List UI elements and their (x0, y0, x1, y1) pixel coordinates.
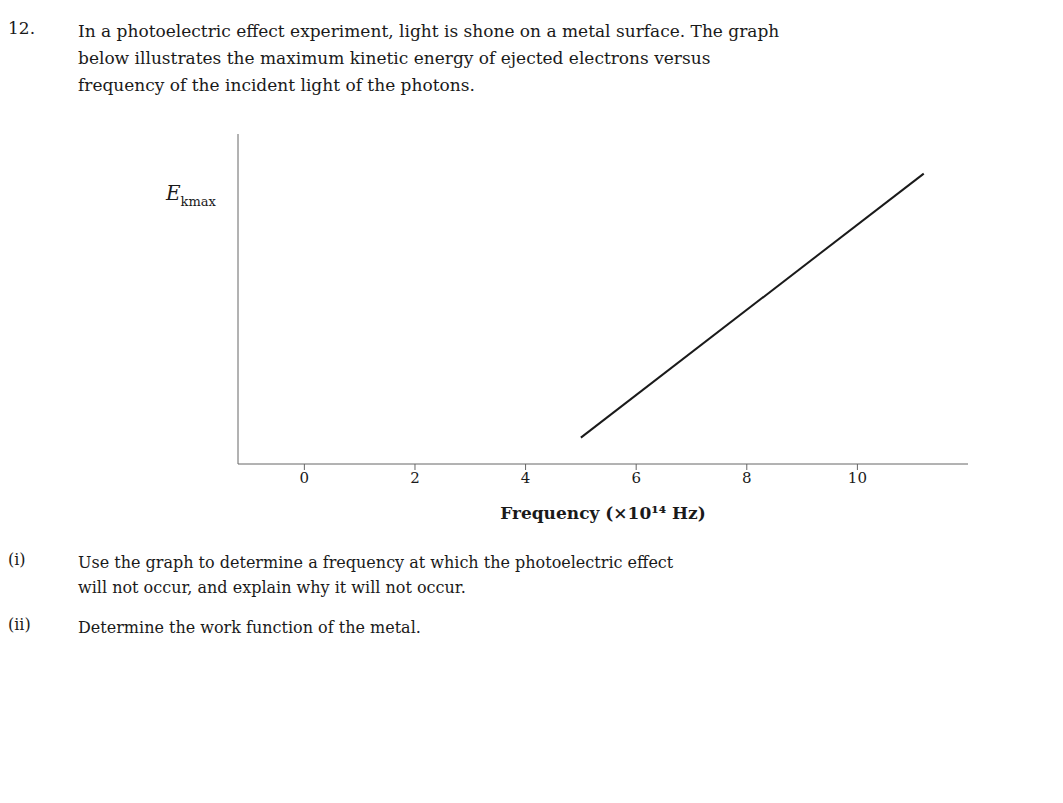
svg-text:10: 10 (848, 468, 867, 486)
svg-text:Frequency (×10¹⁴ Hz): Frequency (×10¹⁴ Hz) (500, 503, 706, 523)
html-text:Determine the work function of: Determine the work function of the metal… (78, 617, 421, 637)
svg-text:2: 2 (410, 468, 420, 486)
svg-text:0: 0 (300, 468, 310, 486)
html-text:frequency of the incident ligh: frequency of the incident light of the p… (78, 75, 475, 96)
html-text:(ii): (ii) (8, 614, 31, 634)
svg-text:6: 6 (631, 468, 641, 486)
html-text:(i): (i) (8, 549, 26, 569)
html-text:In a photoelectric effect expe: In a photoelectric effect experiment, li… (78, 21, 780, 41)
svg-text:8: 8 (742, 468, 752, 486)
html-text:will not occur, and explain wh: will not occur, and explain why it will … (78, 578, 466, 598)
html-text:12.: 12. (8, 18, 35, 38)
html-text:below illustrates the maximum: below illustrates the maximum kinetic en… (78, 48, 711, 69)
svg-text:Ekmax: Ekmax (165, 181, 217, 209)
html-text:Use the graph to determine a f: Use the graph to determine a frequency a… (78, 552, 674, 572)
svg-text:4: 4 (521, 468, 531, 486)
